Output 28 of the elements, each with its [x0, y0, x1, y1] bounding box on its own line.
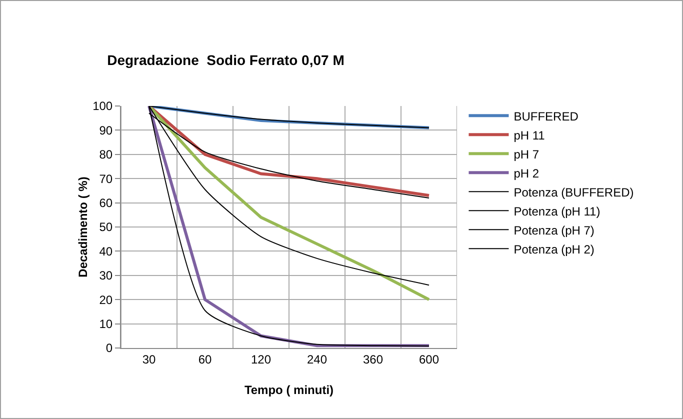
y-tick-label: 90	[99, 123, 113, 138]
legend-label: pH 11	[514, 128, 546, 142]
y-tick-label: 10	[99, 317, 113, 331]
y-tick-label: 100	[92, 99, 113, 114]
legend-label: Potenza (BUFFERED)	[514, 185, 634, 200]
x-tick-label: 30	[142, 352, 156, 366]
x-tick-label: 120	[250, 352, 272, 366]
legend-label: pH 7	[514, 147, 540, 162]
x-tick-label: 60	[198, 352, 212, 366]
x-tick-label: 240	[306, 352, 328, 366]
y-tick-label: 0	[106, 341, 113, 356]
x-tick-label: 600	[418, 352, 440, 366]
x-tick-label: 360	[362, 352, 384, 366]
y-tick-label: 50	[99, 220, 113, 234]
y-tick-label: 80	[99, 148, 113, 162]
x-axis-title: Tempo ( minuti)	[244, 383, 334, 397]
legend-label: pH 2	[514, 166, 540, 180]
y-tick-label: 70	[99, 172, 113, 186]
y-tick-label: 20	[99, 292, 113, 307]
y-tick-label: 60	[99, 196, 113, 210]
y-tick-label: 30	[99, 268, 113, 283]
y-tick-label: 40	[99, 244, 113, 258]
legend-label: Potenza (pH 11)	[514, 204, 600, 218]
legend-label: Potenza (pH 7)	[514, 223, 594, 238]
legend-label: Potenza (pH 2)	[514, 242, 594, 256]
chart-title: Degradazione Sodio Ferrato 0,07 M	[107, 52, 344, 68]
legend-label: BUFFERED	[514, 109, 579, 124]
y-axis-title: Decadimento ( %)	[76, 176, 90, 278]
